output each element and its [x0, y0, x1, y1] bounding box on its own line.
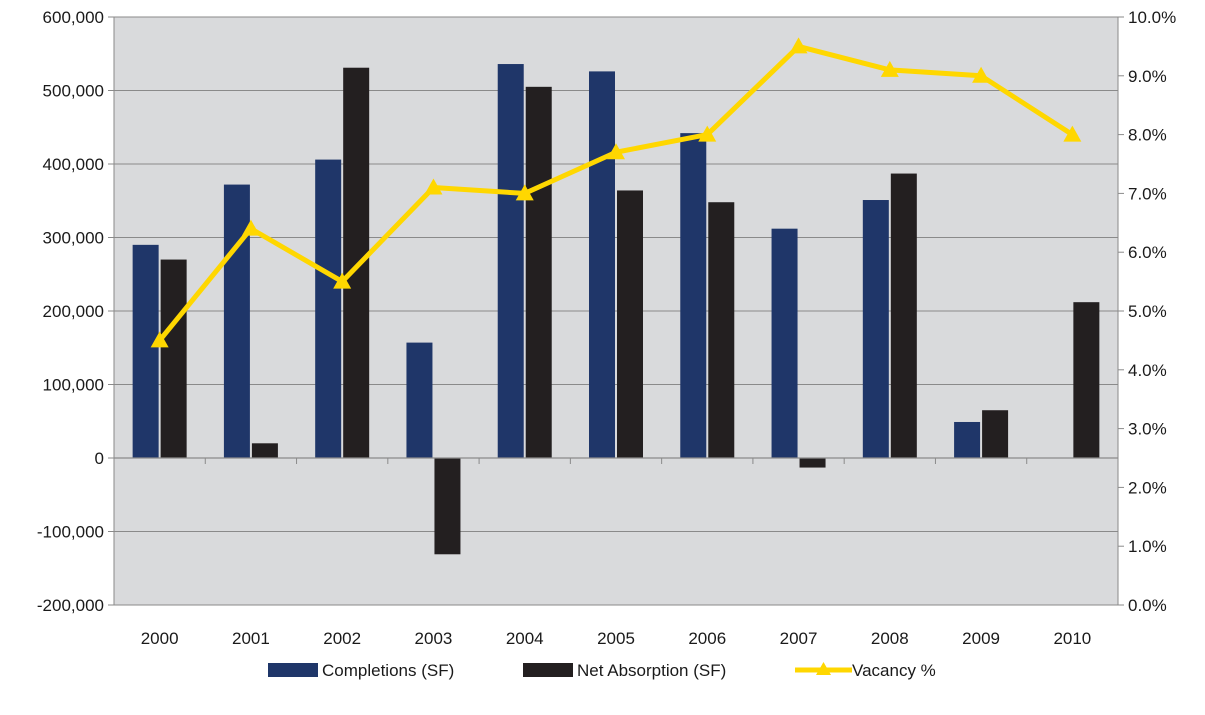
right-axis-tick-label: 3.0% [1128, 420, 1167, 439]
right-axis-tick-label: 5.0% [1128, 302, 1167, 321]
bar-net-absorption-sf [434, 458, 461, 555]
left-axis-tick-label: 500,000 [43, 82, 104, 101]
vacancy-marker [515, 184, 534, 201]
x-axis-tick-label: 2005 [597, 629, 635, 648]
bar-net-absorption-sf [982, 410, 1009, 458]
bar-completions-sf [954, 421, 981, 458]
vacancy-marker [972, 66, 991, 83]
vacancy-marker [333, 272, 352, 289]
left-axis-tick-label: 300,000 [43, 229, 104, 248]
x-axis-tick-label: 2002 [323, 629, 361, 648]
x-axis-tick-label: 2009 [962, 629, 1000, 648]
bar-completions-sf [132, 244, 159, 458]
legend-swatch-net-absorption [523, 663, 573, 677]
left-axis-tick-label: -100,000 [37, 523, 104, 542]
x-axis-tick-labels: 2000 2001 2002 2003 2004 2005 2006 2007 2008 2009… [141, 629, 1092, 648]
right-axis-tick-label: 4.0% [1128, 361, 1167, 380]
vacancy-marker [789, 37, 808, 54]
right-axis-tick-label: 2.0% [1128, 478, 1167, 497]
bars [132, 64, 1100, 555]
vacancy-marker [241, 219, 260, 236]
bar-completions-sf [771, 228, 798, 458]
vacancy-marker [1063, 125, 1082, 142]
x-axis-tick-label: 2008 [871, 629, 909, 648]
legend-item-vacancy: Vacancy % [795, 661, 936, 680]
left-axis-tick-labels: -200,000 -100,000 0 100,000 200,000 300,000 40… [37, 8, 104, 615]
bar-completions-sf [589, 71, 615, 458]
bar-net-absorption-sf [617, 190, 643, 458]
right-axis-tick-label: 6.0% [1128, 243, 1167, 262]
bar-completions-sf [406, 342, 433, 458]
axes [108, 16, 1124, 606]
right-axis-tick-label: 8.0% [1128, 126, 1167, 145]
left-axis-tick-label: 0 [95, 449, 104, 468]
x-axis-tick-label: 2004 [506, 629, 544, 648]
bar-net-absorption-sf [160, 259, 187, 458]
right-axis-tick-label: 9.0% [1128, 67, 1167, 86]
left-axis-tick-label: -200,000 [37, 596, 104, 615]
right-axis-tick-label: 10.0% [1128, 8, 1176, 27]
legend-label-net-absorption: Net Absorption (SF) [577, 661, 726, 680]
bar-net-absorption-sf [708, 202, 735, 458]
left-axis-tick-label: 200,000 [43, 302, 104, 321]
x-axis-tick-label: 2003 [415, 629, 453, 648]
bar-net-absorption-sf [251, 443, 278, 458]
bar-completions-sf [497, 64, 524, 458]
x-axis-tick-label: 2010 [1053, 629, 1091, 648]
legend-swatch-completions [268, 663, 318, 677]
right-axis-tick-label: 7.0% [1128, 184, 1167, 203]
bar-net-absorption-sf [1073, 302, 1100, 458]
bar-completions-sf [223, 184, 250, 458]
right-axis-tick-labels: 0.0% 1.0% 2.0% 3.0% 4.0% 5.0% 6.0% 7.0% 8.0% 9.0%… [1128, 8, 1176, 615]
bar-net-absorption-sf [799, 458, 826, 468]
legend-label-vacancy: Vacancy % [852, 661, 936, 680]
vacancy-marker [424, 178, 443, 195]
x-axis-tick-label: 2006 [688, 629, 726, 648]
vacancy-marker [698, 125, 717, 142]
bar-net-absorption-sf [525, 86, 552, 458]
legend-label-completions: Completions (SF) [322, 661, 454, 680]
legend-swatch-vacancy-marker [816, 662, 831, 675]
vacancy-marker [880, 60, 899, 77]
bar-completions-sf [862, 200, 889, 458]
left-axis-tick-label: 400,000 [43, 155, 104, 174]
legend-item-completions: Completions (SF) [268, 661, 454, 680]
bar-completions-sf [680, 133, 707, 458]
bar-net-absorption-sf [343, 67, 370, 458]
x-axis-tick-label: 2000 [141, 629, 179, 648]
vacancy-line-group [150, 37, 1082, 348]
legend: Completions (SF) Net Absorption (SF) Vac… [268, 661, 936, 680]
x-axis-tick-label: 2007 [780, 629, 818, 648]
right-axis-tick-label: 0.0% [1128, 596, 1167, 615]
left-axis-tick-label: 600,000 [43, 8, 104, 27]
vacancy-marker [607, 143, 625, 160]
legend-item-net-absorption: Net Absorption (SF) [523, 661, 726, 680]
vacancy-marker [150, 331, 169, 348]
bar-completions-sf [315, 159, 342, 458]
left-axis-tick-label: 100,000 [43, 376, 104, 395]
x-axis-tick-label: 2001 [232, 629, 270, 648]
right-axis-tick-label: 1.0% [1128, 537, 1167, 556]
bar-net-absorption-sf [890, 173, 917, 458]
